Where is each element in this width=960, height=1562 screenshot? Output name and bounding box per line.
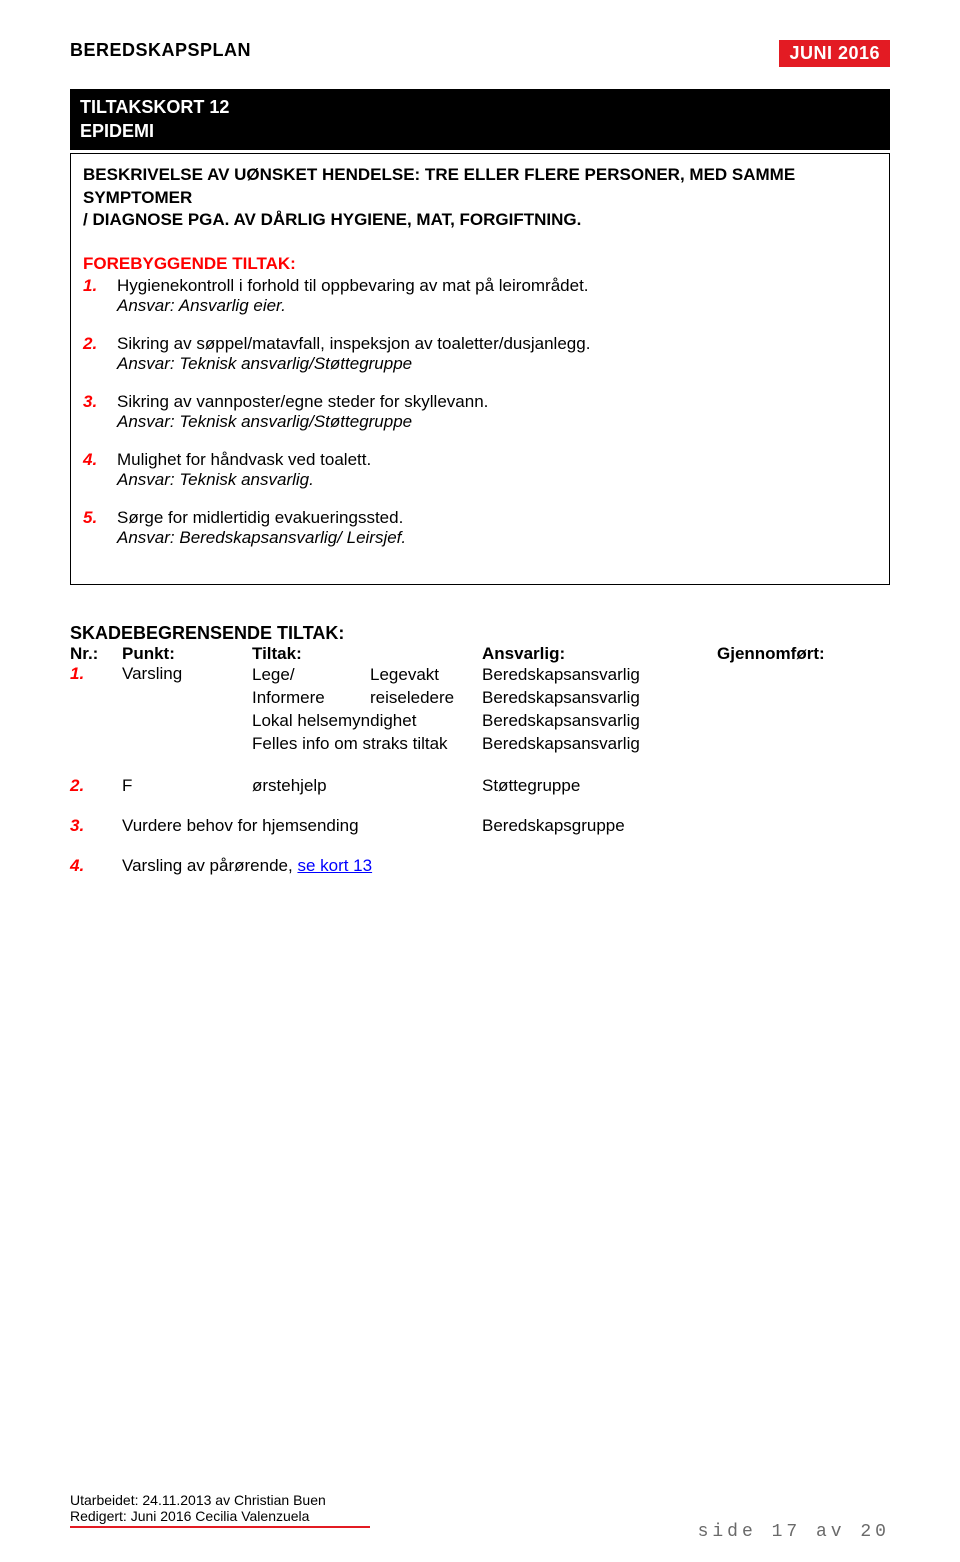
row-text: Vurdere behov for hjemsending xyxy=(122,816,482,836)
item-text: Sikring av søppel/matavfall, inspeksjon … xyxy=(117,334,590,354)
header-title: BEREDSKAPSPLAN xyxy=(70,40,251,61)
table-row: 2. F ørstehjelp Støttegruppe xyxy=(70,776,890,796)
row-punkt: Varsling xyxy=(122,664,252,684)
table-header: Nr.: Punkt: Tiltak: Ansvarlig: Gjennomfø… xyxy=(70,644,890,664)
item-text: Hygienekontroll i forhold til oppbevarin… xyxy=(117,276,589,296)
tiltak-line: Lege/ xyxy=(252,664,370,687)
item-text: Mulighet for håndvask ved toalett. xyxy=(117,450,371,470)
ansv-line: Beredskapsansvarlig xyxy=(482,710,717,733)
se-kort-link[interactable]: se kort 13 xyxy=(297,856,372,875)
forebyggende-list: Hygienekontroll i forhold til oppbevarin… xyxy=(83,276,877,548)
tiltakskort-number: TILTAKSKORT 12 xyxy=(80,95,880,119)
col-nr: Nr.: xyxy=(70,644,122,664)
row-number: 3. xyxy=(70,816,122,836)
description: BESKRIVELSE AV UØNSKET HENDELSE: TRE ELL… xyxy=(83,164,877,233)
tiltak-line: reiseledere xyxy=(370,687,454,710)
list-item: Sikring av søppel/matavfall, inspeksjon … xyxy=(83,334,590,374)
footer: Utarbeidet: 24.11.2013 av Christian Buen… xyxy=(70,1492,370,1528)
list-item: Hygienekontroll i forhold til oppbevarin… xyxy=(83,276,589,316)
row-ansvarlig: Beredskapsgruppe xyxy=(482,816,717,836)
row-number: 2. xyxy=(70,776,122,796)
skadebegrensende-title: SKADEBEGRENSENDE TILTAK: xyxy=(70,623,890,644)
document-header: BEREDSKAPSPLAN JUNI 2016 xyxy=(70,40,890,67)
row-tiltak: Lege/ Informere Legevakt reiseledere Lok… xyxy=(252,664,482,756)
footer-line: Redigert: Juni 2016 Cecilia Valenzuela xyxy=(70,1508,370,1524)
list-item: Mulighet for håndvask ved toalett. Ansva… xyxy=(83,450,371,490)
col-ansvarlig: Ansvarlig: xyxy=(482,644,717,664)
ansv-line: Beredskapsansvarlig xyxy=(482,733,717,756)
item-ansvar: Ansvar: Teknisk ansvarlig. xyxy=(117,470,371,490)
col-gjennomfort: Gjennomført: xyxy=(717,644,890,664)
list-item: Sørge for midlertidig evakueringssted. A… xyxy=(83,508,406,548)
footer-line: Utarbeidet: 24.11.2013 av Christian Buen xyxy=(70,1492,370,1508)
table-row: 3. Vurdere behov for hjemsending Beredsk… xyxy=(70,816,890,836)
description-line: / DIAGNOSE PGA. AV DÅRLIG HYGIENE, MAT, … xyxy=(83,209,877,232)
item-ansvar: Ansvar: Ansvarlig eier. xyxy=(117,296,589,316)
table-row: 1. Varsling Lege/ Informere Legevakt rei… xyxy=(70,664,890,756)
item-text: Sørge for midlertidig evakueringssted. xyxy=(117,508,406,528)
row-punkt: F xyxy=(122,776,252,796)
header-badge: JUNI 2016 xyxy=(779,40,890,67)
row-text: Varsling av pårørende, se kort 13 xyxy=(122,856,372,876)
row-number: 4. xyxy=(70,856,122,876)
item-ansvar: Ansvar: Beredskapsansvarlig/ Leirsjef. xyxy=(117,528,406,548)
item-ansvar: Ansvar: Teknisk ansvarlig/Støttegruppe xyxy=(117,412,488,432)
row-ansvarlig: Støttegruppe xyxy=(482,776,717,796)
col-punkt: Punkt: xyxy=(122,644,252,664)
row-number: 1. xyxy=(70,664,122,684)
ansv-line: Beredskapsansvarlig xyxy=(482,664,717,687)
tiltakskort-topic: EPIDEMI xyxy=(80,119,880,143)
tiltak-line: Lokal helsemyndighet xyxy=(252,710,482,733)
tiltak-line: Legevakt xyxy=(370,664,454,687)
tiltakskort-heading: TILTAKSKORT 12 EPIDEMI xyxy=(70,89,890,150)
item-text: Sikring av vannposter/egne steder for sk… xyxy=(117,392,488,412)
list-item: Sikring av vannposter/egne steder for sk… xyxy=(83,392,488,432)
row-tiltak: ørstehjelp xyxy=(252,776,482,796)
row-ansvarlig: Beredskapsansvarlig Beredskapsansvarlig … xyxy=(482,664,717,756)
item-ansvar: Ansvar: Teknisk ansvarlig/Støttegruppe xyxy=(117,354,590,374)
tiltak-line: Informere xyxy=(252,687,370,710)
forebyggende-title: FOREBYGGENDE TILTAK: xyxy=(83,254,877,274)
page-number: side 17 av 20 xyxy=(698,1522,890,1542)
tiltak-line: Felles info om straks tiltak xyxy=(252,733,482,756)
ansv-line: Beredskapsansvarlig xyxy=(482,687,717,710)
description-line: BESKRIVELSE AV UØNSKET HENDELSE: TRE ELL… xyxy=(83,164,877,210)
table-row: 4. Varsling av pårørende, se kort 13 xyxy=(70,856,890,876)
content-box: BESKRIVELSE AV UØNSKET HENDELSE: TRE ELL… xyxy=(70,153,890,586)
row-text-span: Varsling av pårørende, xyxy=(122,856,297,875)
col-tiltak: Tiltak: xyxy=(252,644,482,664)
